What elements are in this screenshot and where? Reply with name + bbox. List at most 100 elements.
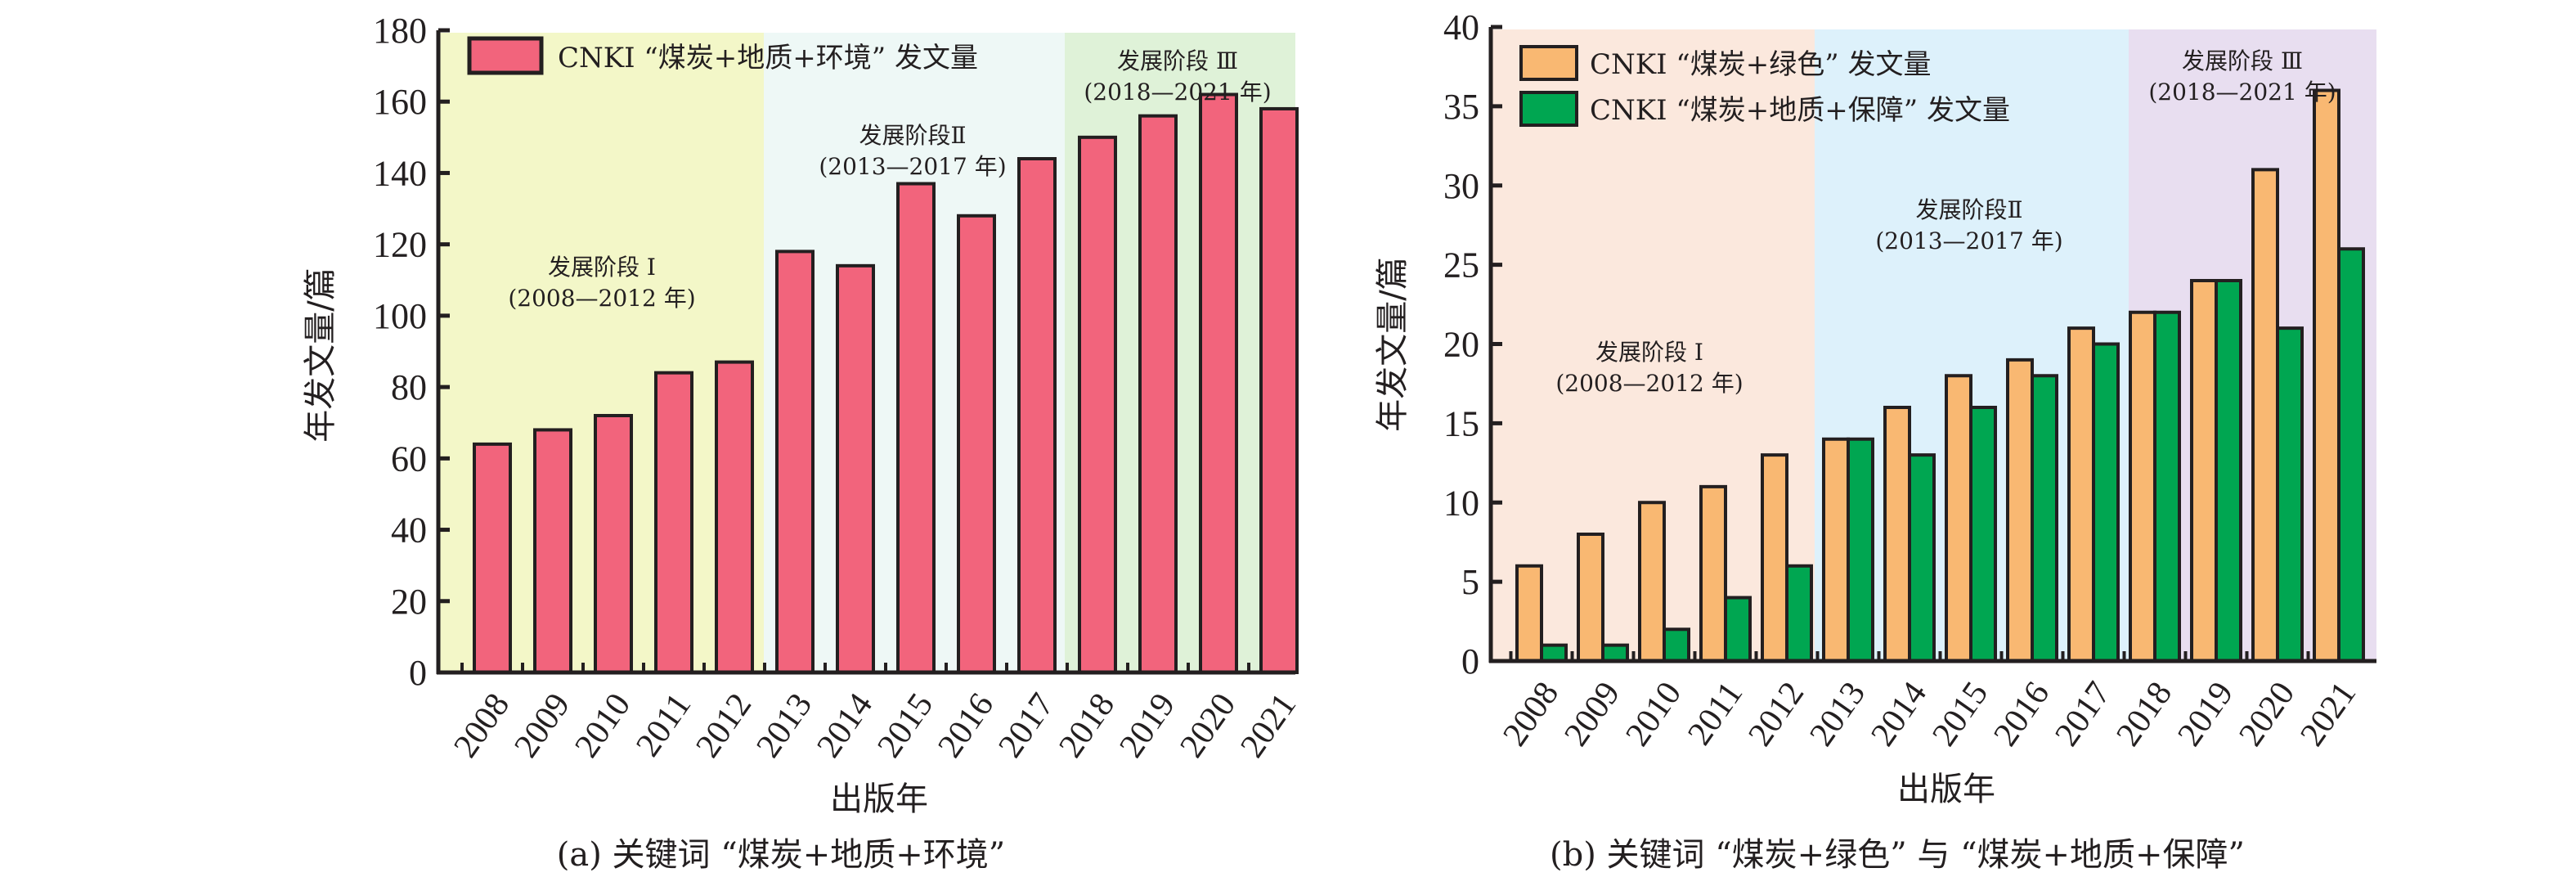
x-axis-title: 出版年: [1897, 771, 1995, 808]
y-tick-label: 160: [373, 82, 427, 122]
x-tick-label: 2009: [1557, 675, 1627, 753]
x-tick-labels: 2008200920102011201220132014201520162017…: [447, 686, 1304, 764]
y-tick-label: 120: [373, 225, 427, 265]
bar-2015-series-1: [1969, 406, 1997, 663]
bar-2010-series-0: [1638, 501, 1666, 663]
axes: [436, 28, 1295, 675]
stage-label: 发展阶段 Ⅲ: [1117, 47, 1238, 74]
bar-2009-series-1: [1601, 643, 1629, 663]
stage-range: (2008—2012 年): [508, 285, 695, 312]
bar-2017: [1017, 157, 1057, 674]
bar-2021: [1259, 106, 1299, 674]
stage-range: (2018—2021 年): [2148, 79, 2336, 106]
y-tick-label: 140: [373, 153, 427, 193]
legend: CNKI “煤炭+地质+环境” 发文量: [467, 36, 978, 75]
bar-2019: [1138, 114, 1178, 674]
bar-2017-series-0: [2067, 326, 2095, 663]
x-tick-label: 2017: [2048, 675, 2118, 753]
bar-2011: [654, 371, 693, 674]
y-tick-label: 5: [1461, 562, 1479, 602]
legend-label: CNKI “煤炭+绿色” 发文量: [1590, 48, 1931, 81]
bar-2017-series-1: [2092, 342, 2120, 663]
bar-2021-series-1: [2337, 247, 2365, 663]
x-tick-label: 2016: [931, 686, 1001, 764]
bar-2012-series-0: [1761, 453, 1788, 663]
bar-2020: [1199, 92, 1238, 674]
bar-2019-series-0: [2190, 279, 2218, 663]
x-tick-label: 2015: [870, 686, 940, 764]
y-axis-title: 年发文量/篇: [1374, 257, 1411, 431]
x-tick-label: 2016: [1986, 675, 2057, 753]
stage-label: 发展阶段 Ⅰ: [548, 254, 656, 281]
y-tick-label: 40: [1443, 7, 1479, 47]
stage-labels: 发展阶段 Ⅰ (2008—2012 年) 发展阶段Ⅱ (2013—2017 年) 发展阶…: [1555, 47, 2336, 397]
bar-2014: [836, 263, 875, 674]
x-tick-label: 2008: [1496, 675, 1566, 753]
x-tick-label: 2019: [1112, 686, 1183, 764]
x-tick-label: 2014: [1864, 675, 1934, 753]
legend: CNKI “煤炭+绿色” 发文量 CNKI “煤炭+地质+保障” 发文量: [1519, 45, 2010, 127]
x-tick-label: 2011: [629, 686, 698, 763]
y-tick-label: 0: [409, 653, 427, 693]
y-tick-label: 60: [391, 439, 427, 479]
x-axis-title: 出版年: [830, 780, 928, 818]
caption: (a) 关键词 “煤炭+地质+环境”: [557, 836, 1005, 874]
bar-2018-series-1: [2153, 310, 2181, 663]
bar-2020-series-0: [2251, 168, 2279, 663]
x-tick-label: 2013: [749, 686, 819, 764]
bar-2018-series-0: [2129, 310, 2156, 663]
y-tick-label: 25: [1443, 245, 1479, 286]
bar-2009: [533, 428, 572, 674]
bar-2013: [775, 250, 815, 674]
legend-swatch: [1519, 45, 1578, 81]
x-tick-label: 2009: [507, 686, 577, 764]
bar-2014-series-1: [1908, 453, 1936, 663]
y-tick-labels: 0 20 40 60 80 100 120 140 160 180: [373, 11, 427, 693]
axes: [1488, 25, 2376, 663]
bar-2012-series-1: [1785, 564, 1813, 663]
bars: [473, 92, 1299, 675]
y-tick-label: 35: [1443, 87, 1479, 127]
x-tick-label: 2013: [1802, 675, 1873, 753]
y-tick-labels: 0 5 10 15 20 25 30 35 40: [1443, 7, 1479, 681]
bar-2016-series-0: [2006, 358, 2034, 663]
legend-label: CNKI “煤炭+地质+环境” 发文量: [558, 42, 978, 74]
y-tick-label: 10: [1443, 483, 1479, 523]
y-tick-label: 0: [1461, 641, 1479, 681]
x-tick-label: 2010: [1618, 675, 1689, 753]
x-tick-label: 2014: [810, 686, 880, 764]
x-tick-label: 2011: [1681, 675, 1750, 752]
bar-2010: [594, 414, 633, 674]
caption: (b) 关键词 “煤炭+绿色” 与 “煤炭+地质+保障”: [1550, 836, 2245, 874]
bar-2008: [473, 442, 512, 675]
bar-2016: [957, 214, 996, 674]
x-tick-label: 2015: [1925, 675, 1995, 753]
bar-2008-series-1: [1540, 643, 1568, 663]
stage-range: (2008—2012 年): [1555, 370, 1743, 397]
bar-2014-series-0: [1883, 406, 1911, 663]
stage-range: (2018—2021 年): [1084, 79, 1271, 106]
stage-label: 发展阶段 Ⅲ: [2182, 47, 2303, 74]
y-tick-label: 40: [391, 510, 427, 551]
y-tick-label: 100: [373, 296, 427, 336]
bar-2021-series-0: [2313, 88, 2340, 663]
bars: [1515, 88, 2365, 663]
bar-2013-series-1: [1847, 437, 1874, 663]
y-tick-label: 15: [1443, 403, 1479, 443]
bar-2013-series-0: [1822, 437, 1850, 663]
x-tick-label: 2008: [447, 686, 517, 764]
bar-2015: [896, 182, 936, 674]
bar-2018: [1078, 135, 1117, 675]
x-tick-label: 2017: [991, 686, 1061, 764]
legend-swatch: [467, 36, 544, 75]
bar-2011-series-0: [1699, 484, 1727, 663]
x-tick-label: 2012: [689, 686, 759, 764]
stage-labels: 发展阶段 Ⅰ (2008—2012 年) 发展阶段Ⅱ (2013—2017 年) 发展阶…: [508, 47, 1271, 312]
x-tick-label: 2018: [2109, 675, 2179, 753]
bar-2010-series-1: [1663, 627, 1690, 663]
bar-2008-series-0: [1515, 564, 1543, 663]
bar-2020-series-1: [2276, 326, 2304, 663]
